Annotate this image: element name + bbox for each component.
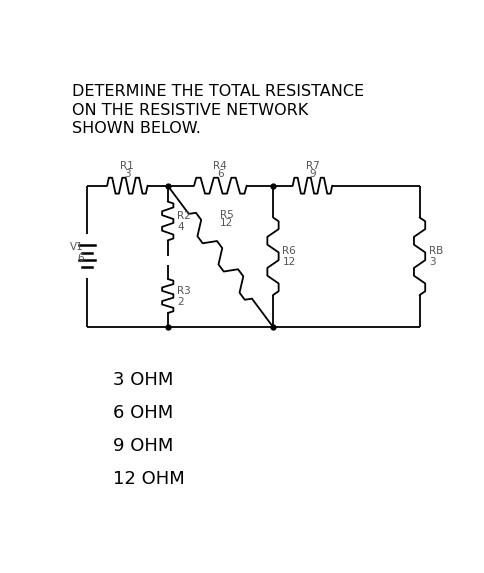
Text: V1: V1 [70, 242, 84, 253]
Text: 2: 2 [177, 297, 183, 307]
Text: 6: 6 [217, 169, 223, 179]
Text: DETERMINE THE TOTAL RESISTANCE: DETERMINE THE TOTAL RESISTANCE [72, 84, 363, 99]
Text: 4: 4 [177, 222, 183, 232]
Text: 12: 12 [219, 218, 232, 229]
Text: R1: R1 [120, 161, 134, 171]
Text: 9 OHM: 9 OHM [113, 437, 173, 455]
Text: 3: 3 [124, 169, 130, 179]
Text: 3 OHM: 3 OHM [113, 371, 173, 389]
Text: R2: R2 [177, 211, 191, 221]
Text: RB: RB [428, 246, 442, 256]
Text: SHOWN BELOW.: SHOWN BELOW. [72, 121, 200, 136]
Text: 3: 3 [428, 257, 435, 268]
Text: R3: R3 [177, 286, 191, 296]
Text: 12: 12 [282, 257, 295, 268]
Text: R4: R4 [213, 161, 227, 171]
Text: R6: R6 [282, 246, 296, 256]
Text: 6 OHM: 6 OHM [113, 404, 173, 422]
Text: R5: R5 [219, 210, 233, 219]
Text: 12 OHM: 12 OHM [113, 470, 184, 488]
Text: 9: 9 [308, 169, 315, 179]
Text: ON THE RESISTIVE NETWORK: ON THE RESISTIVE NETWORK [72, 103, 307, 117]
Text: 6: 6 [77, 253, 84, 264]
Text: R7: R7 [305, 161, 318, 171]
